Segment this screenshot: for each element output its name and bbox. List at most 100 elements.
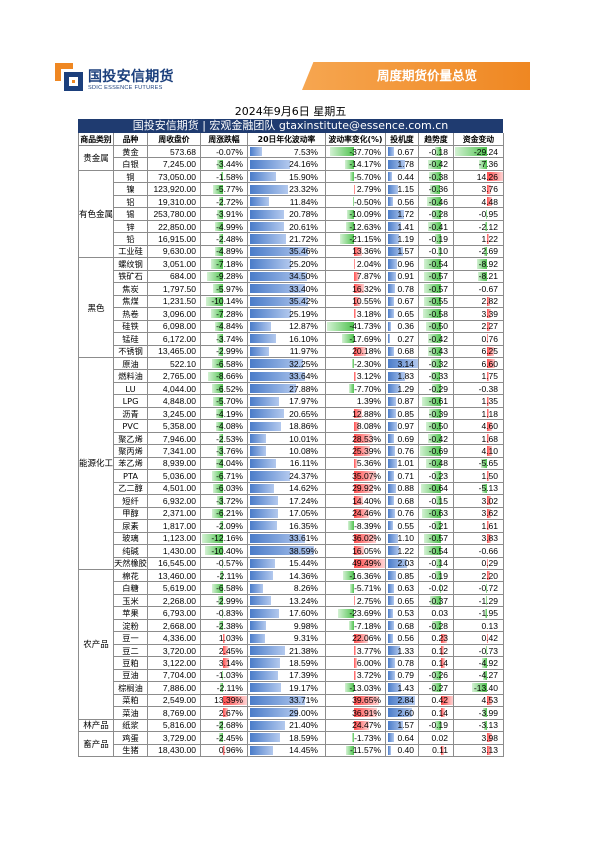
cell-trend: 0.14 — [419, 657, 454, 670]
cell-vol-chg: 24.47% — [326, 719, 386, 733]
value-close: 16,915.00 — [158, 234, 196, 245]
column-header: 20日年化波动率 — [248, 133, 326, 146]
value-close: 5,816.00 — [162, 720, 196, 731]
cell-flow: 3.83 — [454, 532, 504, 546]
value-vol-chg: 29.92% — [352, 483, 381, 494]
value-vol: 17.97% — [289, 396, 318, 407]
cell-chg: -6.58% — [201, 582, 248, 595]
cell-vol: 9.98% — [248, 619, 326, 633]
cell-trend: -0.42 — [419, 432, 454, 446]
cell-spec: 0.67 — [386, 295, 419, 309]
data-bar-flow — [487, 321, 490, 331]
value-vol: 29.00% — [289, 707, 318, 718]
data-bar-chg — [218, 720, 224, 730]
data-bar-spec — [387, 159, 405, 169]
data-bar-vol — [249, 384, 296, 394]
value-trend: -0.26 — [428, 670, 448, 681]
value-chg: -3.72% — [216, 495, 243, 506]
data-bar-chg — [223, 658, 229, 668]
cell-vol-chg: 29.92% — [326, 482, 386, 496]
value-vol-chg: 3.72% — [356, 670, 381, 681]
value-name: PTA — [123, 470, 138, 481]
data-bar-chg — [212, 508, 224, 518]
cell-spec: 0.56 — [386, 195, 419, 209]
data-bar-chg — [211, 583, 224, 593]
value-trend: -0.41 — [428, 221, 448, 232]
cell-flow: -1.29 — [454, 594, 504, 608]
value-flow: -4.27 — [478, 670, 498, 681]
data-bar-trend — [434, 720, 441, 730]
cell-name: 玻璃 — [114, 532, 148, 546]
column-header: 商品类别 — [79, 133, 114, 146]
data-bar-vol — [249, 608, 279, 618]
data-bar-trend — [427, 346, 441, 356]
data-bar-trend — [437, 246, 441, 257]
value-vol-chg: 10.55% — [352, 296, 381, 307]
value-vol-chg: -0.50% — [354, 196, 381, 207]
data-bar-spec — [387, 421, 397, 431]
value-trend: -0.63 — [428, 508, 448, 519]
cell-trend: 0.02 — [419, 732, 454, 745]
data-bar-trend — [440, 633, 448, 643]
cell-name: 聚乙烯 — [114, 432, 148, 446]
data-bar-flow — [487, 733, 492, 743]
cell-chg: -2.48% — [201, 233, 248, 246]
data-bar-spec — [387, 583, 394, 593]
data-bar-trend — [431, 384, 441, 394]
data-bar-trend — [421, 483, 441, 493]
value-chg: -2.99% — [216, 346, 243, 357]
cell-vol-chg: -1.73% — [326, 732, 386, 745]
cell-trend: 0.03 — [419, 607, 454, 620]
cell-flow: 2.20 — [454, 569, 504, 583]
cell-close: 7,886.00 — [148, 682, 201, 695]
data-bar-vol — [249, 733, 281, 743]
value-spec: 0.27 — [397, 333, 414, 344]
cell-spec: 1.01 — [386, 457, 419, 471]
value-name: 原油 — [122, 358, 139, 369]
value-flow: 1.68 — [481, 433, 498, 444]
value-chg: -3.76% — [216, 446, 243, 456]
data-bar-vol-chg — [353, 246, 363, 257]
category-label: 黑色 — [87, 303, 105, 314]
value-flow: 1.35 — [481, 396, 498, 407]
cell-flow: 3.02 — [454, 495, 504, 508]
cell-trend: -0.32 — [419, 357, 454, 371]
data-bar-vol — [249, 433, 267, 444]
cell-vol-chg: -17.69% — [326, 333, 386, 346]
data-bar-flow — [487, 346, 495, 356]
cell-close: 16,915.00 — [148, 233, 201, 246]
cell-close: 7,245.00 — [148, 158, 201, 171]
cell-flow: 1.68 — [454, 432, 504, 446]
value-flow: -0.73 — [478, 645, 498, 656]
data-bar-vol — [249, 409, 284, 419]
cell-vol-chg: -5.71% — [326, 582, 386, 595]
value-chg: -8.66% — [216, 371, 243, 382]
cell-trend: -0.19 — [419, 569, 454, 583]
data-bar-vol — [249, 596, 272, 606]
value-spec: 0.79 — [397, 670, 414, 681]
value-trend: -0.43 — [428, 346, 448, 357]
cell-flow: 3.98 — [454, 732, 504, 745]
data-bar-vol — [249, 259, 292, 269]
data-bar-vol-chg — [345, 683, 354, 693]
value-close: 3,729.00 — [162, 732, 196, 743]
cell-trend: -0.26 — [419, 669, 454, 683]
cell-name: 苯乙烯 — [114, 457, 148, 471]
cell-name: 尿素 — [114, 520, 148, 533]
cell-spec: 1.57 — [386, 719, 419, 733]
cell-vol-chg: 3.77% — [326, 644, 386, 658]
data-bar-spec — [387, 334, 391, 344]
value-vol: 21.38% — [289, 645, 318, 656]
data-bar-trend — [428, 433, 441, 444]
value-name: 铜 — [126, 171, 135, 182]
data-bar-vol-chg — [353, 596, 356, 606]
column-header-label: 投机度 — [390, 134, 414, 144]
value-name: LU — [125, 383, 136, 394]
value-vol-chg: 1.39% — [356, 396, 381, 407]
cell-chg: -2.09% — [201, 520, 248, 533]
cell-vol: 10.01% — [248, 432, 326, 446]
value-close: 1,817.00 — [162, 520, 196, 531]
cell-flow: 4.60 — [454, 420, 504, 433]
cell-vol: 25.20% — [248, 258, 326, 271]
cell-close: 3,122.00 — [148, 657, 201, 670]
